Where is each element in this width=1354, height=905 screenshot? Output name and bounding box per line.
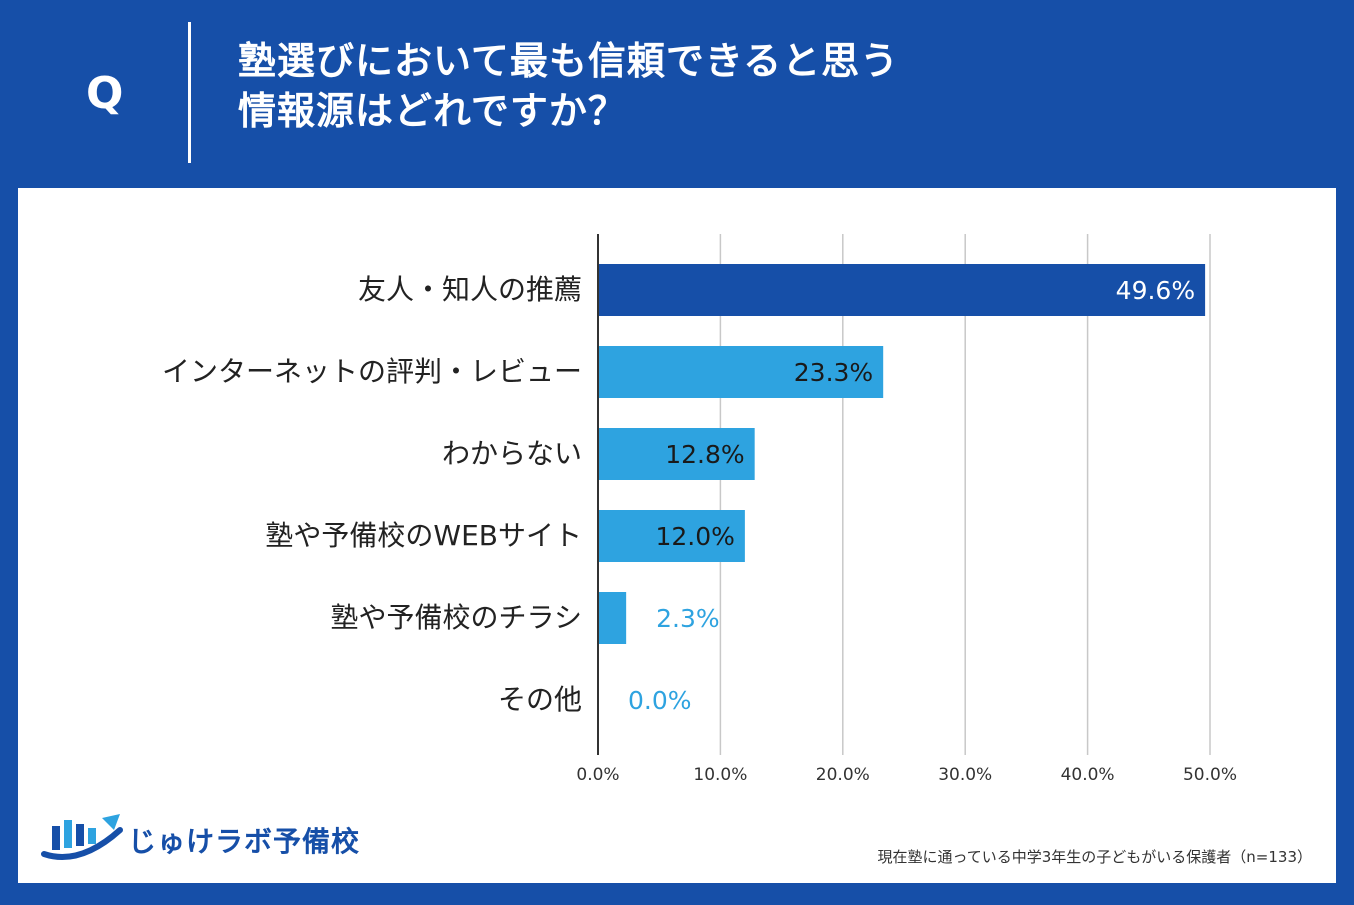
open-book-logo-icon <box>41 814 123 860</box>
question-line-1: 塾選びにおいて最も信頼できると思う <box>238 39 900 83</box>
x-tick-label: 20.0% <box>816 765 870 785</box>
bar <box>598 264 1206 316</box>
sample-footnote: 現在塾に通っている中学3年生の子どもがいる保護者（n=133） <box>877 848 1312 866</box>
data-label: 12.8% <box>665 440 744 469</box>
x-tick-label: 50.0% <box>1183 765 1237 785</box>
brand-name: じゅけラボ予備校 <box>128 825 361 858</box>
question-line-2: 情報源はどれですか？ <box>238 89 627 133</box>
x-tick-label: 0.0% <box>576 765 619 785</box>
data-label: 2.3% <box>656 604 720 633</box>
category-label: 塾や予備校のチラシ <box>331 601 582 634</box>
x-tick-label: 10.0% <box>693 765 747 785</box>
category-label: インターネットの評判・レビュー <box>162 355 582 388</box>
brand-logo: じゅけラボ予備校 <box>40 808 360 868</box>
category-label: 友人・知人の推薦 <box>358 273 582 306</box>
x-tick-label: 40.0% <box>1061 765 1115 785</box>
bar <box>598 428 755 480</box>
header-band: Q 塾選びにおいて最も信頼できると思う 情報源はどれですか？ <box>0 0 1354 188</box>
x-tick-label: 30.0% <box>938 765 992 785</box>
category-label: わからない <box>442 437 582 470</box>
header-divider <box>188 22 191 163</box>
data-label: 0.0% <box>628 686 692 715</box>
category-label: その他 <box>498 683 582 716</box>
question-title: 塾選びにおいて最も信頼できると思う 情報源はどれですか？ <box>238 36 1238 136</box>
data-label: 49.6% <box>1116 276 1195 305</box>
bar <box>598 592 627 644</box>
data-label: 23.3% <box>794 358 873 387</box>
category-label: 塾や予備校のWEBサイト <box>265 519 582 552</box>
bar <box>598 346 884 398</box>
q-label: Q <box>86 68 124 119</box>
data-label: 12.0% <box>655 522 734 551</box>
bar <box>598 510 745 562</box>
